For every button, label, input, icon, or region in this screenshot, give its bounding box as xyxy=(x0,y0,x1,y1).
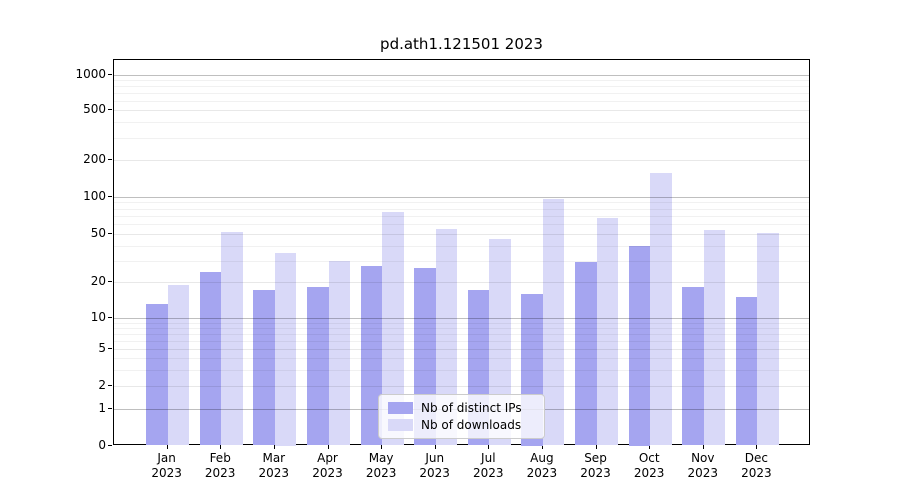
x-tick-label-nov: Nov 2023 xyxy=(687,451,719,480)
y-tick-mark-200 xyxy=(108,158,112,160)
x-tick-mark-aug xyxy=(541,445,543,449)
bar-mar-distinct-ips xyxy=(253,290,275,446)
bar-jan-distinct-ips xyxy=(146,304,168,446)
x-tick-mark-jan xyxy=(166,445,168,449)
x-tick-mark-oct xyxy=(649,445,651,449)
legend-label-distinct-ips: Nb of distinct IPs xyxy=(421,401,522,416)
y-tick-label-200: 200 xyxy=(83,151,106,166)
bar-mar-downloads xyxy=(274,252,297,446)
chart-title: pd.ath1.121501 2023 xyxy=(380,35,543,53)
y-tick-label-100: 100 xyxy=(83,188,106,203)
x-tick-label-jun: Jun 2023 xyxy=(419,451,450,480)
x-tick-label-oct: Oct 2023 xyxy=(633,451,665,480)
legend: Nb of distinct IPs Nb of downloads xyxy=(378,394,545,439)
x-tick-label-feb: Feb 2023 xyxy=(204,451,236,480)
y-tick-mark-20 xyxy=(108,281,112,282)
y-tick-mark-50 xyxy=(108,232,112,234)
bar-apr-distinct-ips xyxy=(307,287,329,446)
x-tick-label-dec: Dec 2023 xyxy=(741,451,772,480)
bar-nov-downloads xyxy=(703,229,726,446)
bar-aug-downloads xyxy=(542,199,565,446)
bar-jun-downloads xyxy=(435,228,458,446)
plot-area xyxy=(113,59,810,446)
x-tick-mark-dec xyxy=(756,445,758,449)
legend-item-downloads: Nb of downloads xyxy=(388,418,535,432)
x-tick-mark-apr xyxy=(327,445,329,449)
x-tick-label-may: May 2023 xyxy=(365,451,397,480)
y-tick-label-1000: 1000 xyxy=(75,67,106,81)
bar-oct-distinct-ips xyxy=(628,245,651,446)
bar-sep-distinct-ips xyxy=(575,262,597,446)
x-tick-mark-sep xyxy=(595,445,597,449)
bar-feb-downloads xyxy=(221,231,243,446)
y-tick-label-10: 10 xyxy=(90,309,106,324)
y-tick-label-20: 20 xyxy=(90,274,106,288)
y-tick-mark-2 xyxy=(108,384,112,386)
y-tick-mark-0 xyxy=(108,444,112,446)
bar-oct-downloads xyxy=(650,173,672,446)
bar-apr-downloads xyxy=(328,260,350,446)
y-tick-mark-10 xyxy=(108,316,112,318)
x-tick-label-jan: Jan 2023 xyxy=(151,451,182,480)
bar-nov-distinct-ips xyxy=(682,287,704,446)
y-tick-label-50: 50 xyxy=(90,225,106,240)
y-tick-label-5: 5 xyxy=(98,341,106,355)
x-tick-mark-mar xyxy=(273,445,275,449)
y-tick-mark-500 xyxy=(108,109,112,111)
y-tick-mark-1 xyxy=(108,408,112,409)
y-tick-mark-5 xyxy=(108,348,112,349)
bar-sep-downloads xyxy=(596,218,618,446)
legend-swatch-downloads xyxy=(388,418,413,431)
x-tick-mark-jun xyxy=(434,445,436,449)
bar-dec-distinct-ips xyxy=(735,296,758,446)
y-tick-mark-100 xyxy=(108,195,112,197)
bar-may-distinct-ips xyxy=(360,266,383,446)
bars-layer xyxy=(114,60,809,446)
x-tick-label-jul: Jul 2023 xyxy=(473,451,504,480)
bar-dec-downloads xyxy=(757,232,779,446)
bar-feb-distinct-ips xyxy=(199,272,222,446)
bar-may-downloads xyxy=(382,212,404,446)
legend-swatch-distinct-ips xyxy=(388,402,413,415)
y-tick-label-500: 500 xyxy=(83,102,106,117)
x-tick-mark-jul xyxy=(488,445,490,449)
y-tick-label-2: 2 xyxy=(98,377,106,392)
x-tick-mark-nov xyxy=(702,445,704,449)
y-tick-mark-1000 xyxy=(108,74,112,75)
bar-jan-downloads xyxy=(167,284,190,446)
y-tick-label-1: 1 xyxy=(98,401,106,415)
x-tick-label-aug: Aug 2023 xyxy=(526,451,558,480)
legend-item-distinct-ips: Nb of distinct IPs xyxy=(388,401,535,415)
x-tick-label-sep: Sep 2023 xyxy=(580,451,611,480)
x-tick-label-apr: Apr 2023 xyxy=(312,451,343,480)
legend-label-downloads: Nb of downloads xyxy=(421,417,522,432)
x-tick-label-mar: Mar 2023 xyxy=(258,451,290,480)
y-tick-label-0: 0 xyxy=(98,437,106,452)
x-tick-mark-may xyxy=(381,445,383,449)
x-tick-mark-feb xyxy=(220,445,222,449)
bar-jul-downloads xyxy=(489,239,511,446)
